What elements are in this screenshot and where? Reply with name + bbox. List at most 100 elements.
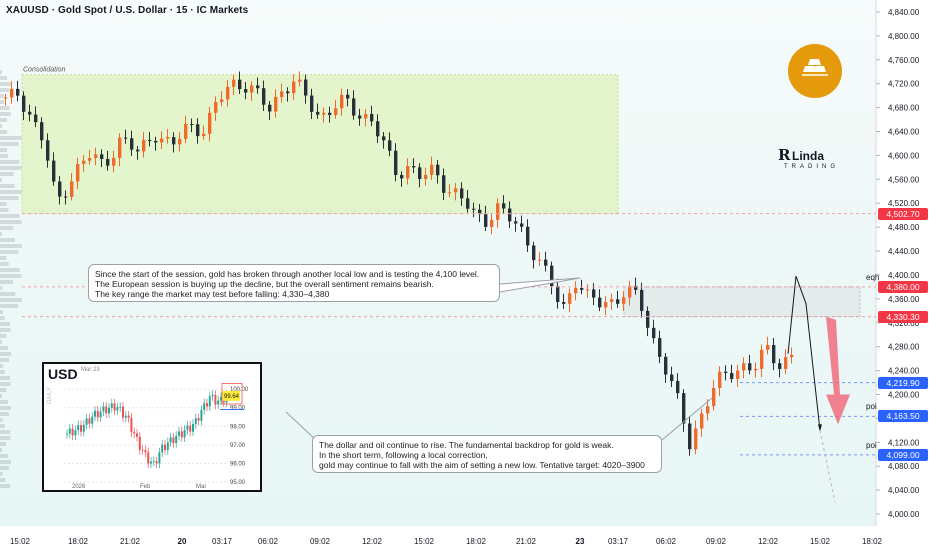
candle-body [94,154,98,159]
volume-profile-bar [0,424,5,428]
volume-profile-bar [0,226,14,230]
candle-body [238,79,242,90]
volume-profile-bar [0,148,8,152]
volume-profile-bar [0,112,11,116]
volume-profile-bar [0,292,16,296]
candle-body [718,371,722,388]
price-tick-label: 4,560.00 [888,175,920,184]
inset-candle-body [133,432,136,434]
inset-candle-body [200,409,203,421]
candle-body [694,428,698,450]
volume-profile-bar [0,262,9,266]
candle-body [568,293,572,304]
inset-plot: 100.00 99.00 98.00 97.00 96.00 95.00 99.64 2026… [64,383,249,490]
candle-body [340,94,344,109]
inset-x-label: Mar [196,484,206,490]
inset-candle-body [152,461,155,463]
candle-body [118,137,122,158]
candle-body [142,139,146,152]
candle-body [790,354,794,358]
candle-body [526,226,530,246]
projection-path [787,275,821,431]
candle-body [280,91,284,97]
candle-body [52,160,56,182]
candle-body [598,297,602,308]
candle-body [628,285,632,298]
inset-y-label: 97.00 [230,443,246,449]
candle-body [22,95,26,112]
candle-body [292,81,296,94]
price-tick-label: 4,080.00 [888,462,920,471]
candle-body [268,104,272,112]
inset-candle-body [99,411,102,418]
candle-body [358,115,362,119]
volume-profile-bar [0,178,2,182]
candle-body [556,286,560,303]
candle-body [16,88,20,96]
volume-profile-bar [0,406,11,410]
volume-profile-bar [0,352,11,356]
inset-candle-body [141,449,144,451]
inset-candle-body [217,400,220,405]
volume-profile-bar [0,184,15,188]
candle-body [346,94,350,99]
volume-profile-bar [0,142,19,146]
candle-body [160,138,164,143]
candle-body [412,166,416,168]
volume-profile-bar [0,370,5,374]
volume-profile-bar [0,82,11,86]
inset-candle-body [102,406,105,412]
inset-candle-body [74,430,77,436]
candle-body [550,265,554,287]
candle-body [424,174,428,179]
inset-candle-body [206,403,208,407]
candle-body [394,150,398,176]
price-tick-label: 4,640.00 [888,128,920,137]
time-tick-label: 23 [576,537,585,546]
inset-candle-body [158,452,161,464]
candle-body [382,136,386,141]
volume-profile-bar [0,328,11,332]
candle-body [112,157,116,166]
time-tick-label: 15:02 [10,537,31,546]
volume-profile-bar [0,340,2,344]
candle-body [172,137,176,145]
volume-profile-bar [0,94,4,98]
candle-body [34,114,38,123]
candle-body [778,363,782,369]
inset-candle-body [110,403,113,408]
level-tag: poi [866,440,877,450]
inset-candle-body [105,406,108,414]
candle-body [274,96,278,112]
volume-profile-bar [0,130,8,134]
inset-candle-body [211,394,214,397]
inset-candle-body [155,461,158,464]
price-label: 4,330.30 [878,310,928,323]
time-tick-label: 09:02 [310,537,331,546]
candle-body [622,297,626,304]
inset-y-label: 100.00 [230,387,249,393]
price-label: 4,219.90 [878,376,928,389]
candle-body [202,133,206,137]
volume-profile-bar [0,202,7,206]
candle-body [592,289,596,298]
candle-body [388,140,392,151]
candle-body [82,160,86,164]
note1-pointer [499,277,581,293]
inset-candle-body [178,431,180,436]
brand-mark: R [778,146,791,164]
candle-body [226,86,230,100]
volume-profile-bar [0,244,22,248]
volume-profile-bar [0,346,8,350]
volume-profile-bar [0,484,11,488]
volume-profile-bar [0,454,9,458]
candle-body [178,138,182,145]
candle-body [478,209,482,215]
volume-profile-bar [0,70,2,74]
candle-body [4,97,8,99]
price-tick-label: 4,240.00 [888,367,920,376]
candle-body [232,79,236,87]
consolidation-label: Consolidation [23,67,66,74]
